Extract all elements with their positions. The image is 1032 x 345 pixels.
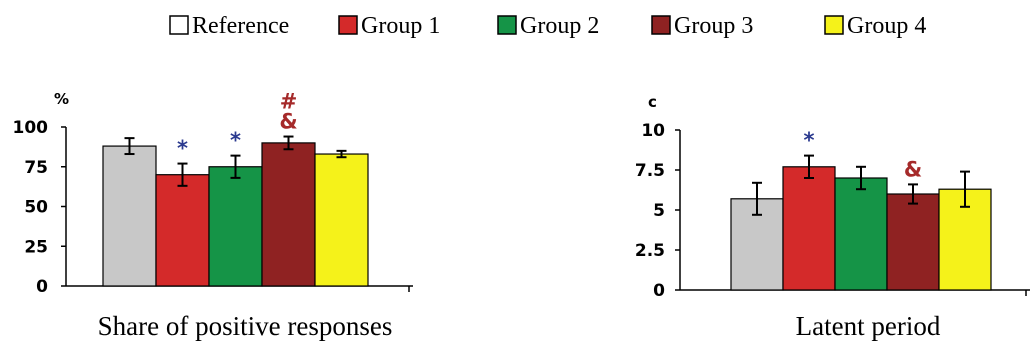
y-tick-label: 5	[653, 201, 665, 221]
legend: Reference Group 1 Group 2 Group 3 Group 4	[169, 13, 926, 39]
chart-latent-period: c 0 2.5 5 7.5 10 * & Latent period	[635, 93, 1030, 341]
legend-label-5: Group 4	[847, 13, 926, 39]
significance-marker: &	[279, 110, 297, 134]
y-tick-label: 7.5	[635, 161, 665, 181]
y-tick-label: 75	[24, 158, 48, 178]
y-tick-label: 10	[641, 121, 665, 141]
y-tick-label: 50	[24, 198, 48, 218]
legend-label-2: Group 1	[361, 13, 440, 39]
legend-swatch-1	[169, 15, 189, 35]
significance-marker: *	[177, 137, 188, 161]
y-tick-label: 2.5	[635, 241, 665, 261]
bar-group-2	[208, 166, 263, 287]
legend-swatch-3	[497, 15, 517, 35]
bar-reference	[102, 145, 157, 287]
legend-label-3: Group 2	[520, 13, 599, 39]
x-axis-label: Latent period	[796, 311, 941, 341]
bar-group-1	[782, 166, 836, 291]
chart-share-positive-responses: % 0 25 50 75 100 * * #& Share of positive respons…	[13, 90, 413, 341]
legend-swatch-2	[338, 15, 358, 35]
y-tick-label: 100	[13, 118, 49, 138]
bar-group-2	[834, 177, 888, 291]
y-tick-label: 25	[24, 237, 48, 257]
significance-marker: #	[280, 90, 298, 114]
y-tick-label: 0	[653, 281, 665, 301]
bar-group-4	[314, 153, 369, 287]
bar-group-3	[886, 193, 940, 291]
x-axis-label: Share of positive responses	[98, 311, 393, 341]
legend-swatch-4	[651, 15, 671, 35]
legend-label-4: Group 3	[674, 13, 753, 39]
y-tick-label: 0	[36, 277, 48, 297]
bar-group-3	[261, 142, 316, 287]
bar-group-1	[155, 174, 210, 287]
significance-marker: &	[904, 157, 922, 181]
significance-marker: *	[804, 129, 815, 153]
legend-swatch-5	[824, 15, 844, 35]
y-unit-label: c	[648, 93, 657, 111]
y-unit-label: %	[54, 90, 69, 108]
significance-marker: *	[230, 129, 241, 153]
legend-label-1: Reference	[192, 13, 289, 39]
